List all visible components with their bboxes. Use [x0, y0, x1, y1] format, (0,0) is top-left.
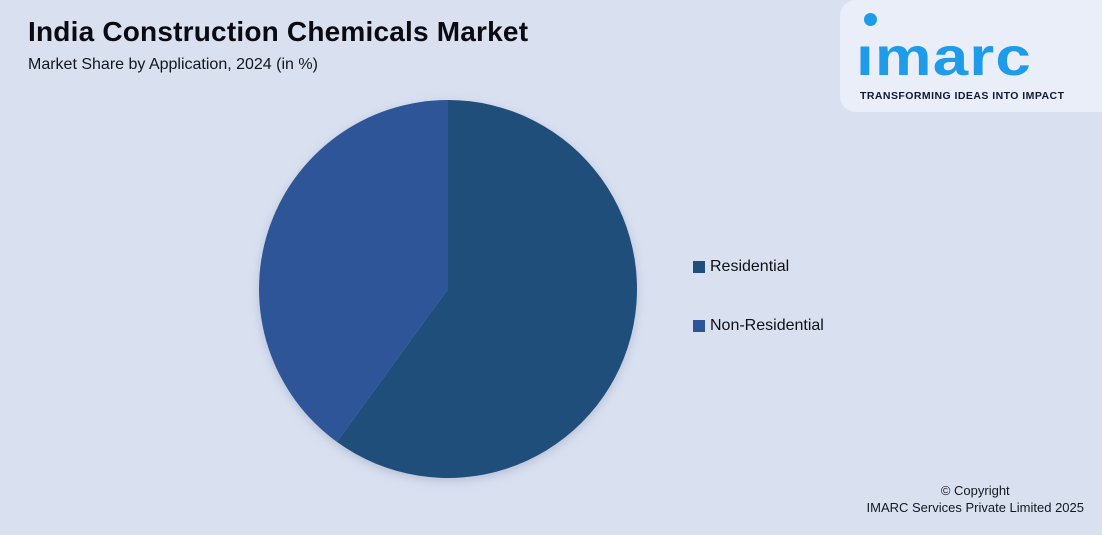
- logo-dot-icon: [864, 13, 877, 26]
- legend-item-non-residential: Non-Residential: [693, 317, 824, 335]
- legend-label: Residential: [710, 258, 790, 275]
- legend-swatch: [693, 261, 705, 273]
- legend-swatch: [693, 320, 705, 332]
- chart-legend: Residential Non-Residential: [693, 258, 824, 335]
- page-subtitle: Market Share by Application, 2024 (in %): [28, 56, 318, 73]
- copyright-line2: IMARC Services Private Limited 2025: [866, 500, 1084, 516]
- legend-item-residential: Residential: [693, 258, 824, 276]
- logo-brand-text: ımarc: [856, 27, 1032, 87]
- copyright: © Copyright IMARC Services Private Limit…: [867, 482, 1084, 517]
- logo-tagline: TRANSFORMING IDEAS INTO IMPACT: [860, 90, 1065, 102]
- legend-label: Non-Residential: [710, 317, 824, 334]
- pie-slice-non-residential: [259, 100, 448, 442]
- pie-chart: [259, 100, 638, 479]
- pie-chart-container: [248, 89, 648, 489]
- imarc-logo: ımarc TRANSFORMING IDEAS INTO IMPACT: [840, 0, 1102, 112]
- page-title: India Construction Chemicals Market: [28, 16, 529, 47]
- chart-header: India Construction Chemicals Market Mark…: [28, 16, 528, 74]
- pie-slice-residential: [336, 100, 638, 479]
- copyright-line1: © Copyright: [940, 482, 1010, 498]
